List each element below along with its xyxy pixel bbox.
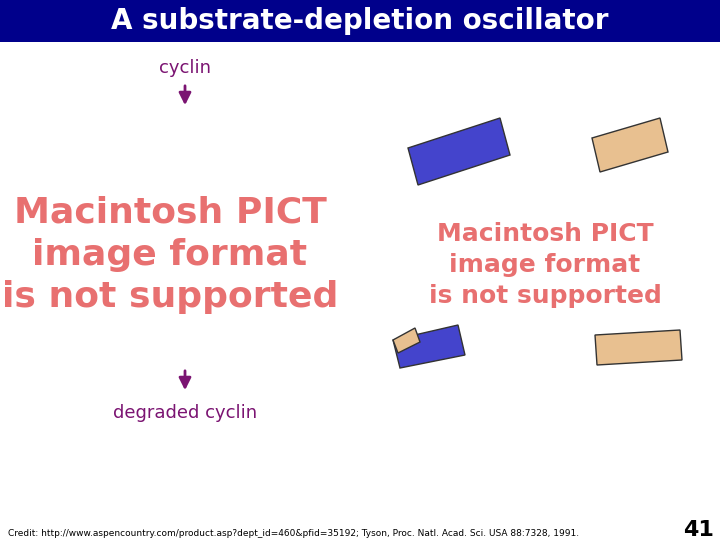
Text: Macintosh PICT
image format
is not supported: Macintosh PICT image format is not suppo… (2, 196, 338, 314)
Text: degraded cyclin: degraded cyclin (113, 404, 257, 422)
Text: 41: 41 (683, 520, 714, 540)
Polygon shape (595, 330, 682, 365)
Bar (0, 0, 720, 42)
Text: A substrate-depletion oscillator: A substrate-depletion oscillator (112, 7, 608, 35)
Polygon shape (592, 118, 668, 172)
Polygon shape (408, 118, 510, 185)
Polygon shape (393, 325, 465, 368)
Text: cyclin: cyclin (159, 59, 211, 77)
Text: Macintosh PICT
image format
is not supported: Macintosh PICT image format is not suppo… (428, 222, 662, 308)
Polygon shape (393, 328, 420, 353)
Text: Credit: http://www.aspencountry.com/product.asp?dept_id=460&pfid=35192; Tyson, P: Credit: http://www.aspencountry.com/prod… (8, 529, 579, 537)
